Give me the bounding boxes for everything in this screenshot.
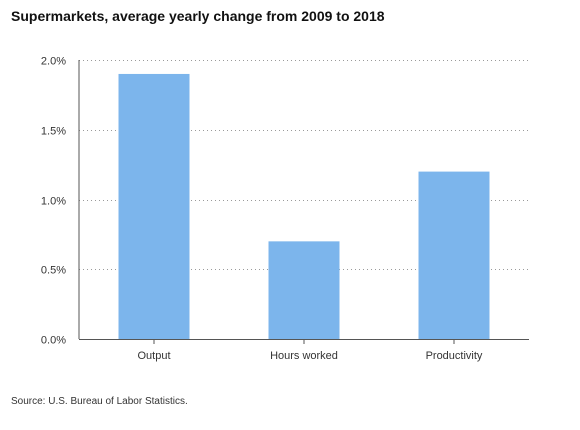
bar-output[interactable]: [118, 73, 190, 339]
source-note: Source: U.S. Bureau of Labor Statistics.: [11, 396, 188, 407]
bars: [118, 73, 490, 339]
x-tick-label: Productivity: [426, 350, 483, 362]
y-tick-label: 1.5%: [41, 126, 66, 138]
y-axis-ticks: 0.0% 0.5% 1.0% 1.5% 2.0%: [41, 56, 66, 347]
x-tick-label: Hours worked: [270, 350, 338, 362]
y-tick-label: 1.0%: [41, 196, 66, 208]
y-tick-label: 0.5%: [41, 265, 66, 277]
x-axis-ticks: Output Hours worked Productivity: [137, 339, 483, 362]
y-tick-label: 2.0%: [41, 56, 66, 68]
chart-title: Supermarkets, average yearly change from…: [11, 8, 385, 24]
x-tick-label: Output: [137, 350, 170, 362]
y-tick-label: 0.0%: [41, 335, 66, 347]
bar-hours-worked[interactable]: [268, 241, 340, 339]
bar-productivity[interactable]: [418, 171, 490, 339]
